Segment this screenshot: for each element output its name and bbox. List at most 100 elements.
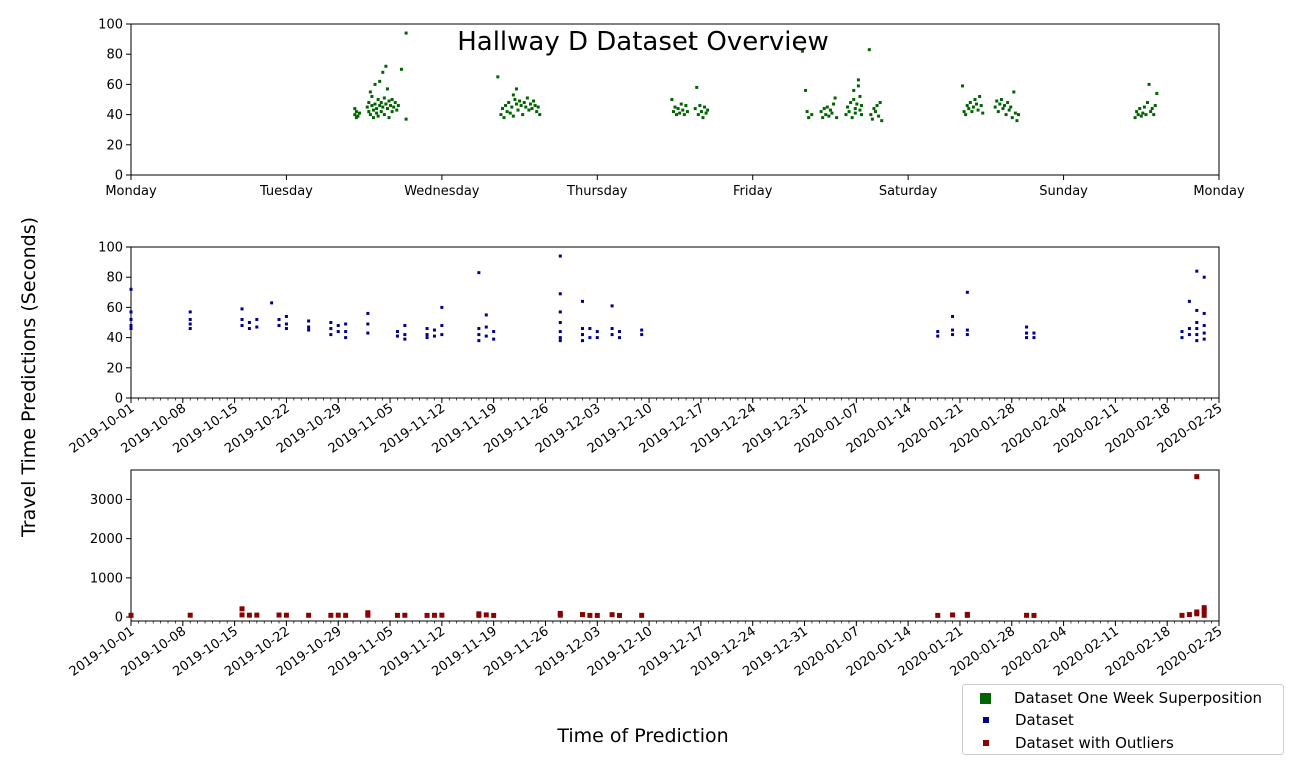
data-point: [976, 108, 980, 112]
data-point: [365, 612, 371, 618]
data-point: [283, 612, 289, 618]
data-point: [698, 104, 702, 108]
y-tick-label: 40: [106, 331, 123, 346]
axes-frame: [130, 246, 1220, 399]
data-point: [1009, 105, 1013, 109]
data-point: [502, 116, 506, 120]
data-point: [1202, 324, 1206, 328]
data-point: [370, 104, 374, 108]
data-point: [678, 111, 682, 115]
data-point: [936, 330, 940, 334]
data-point: [239, 612, 245, 618]
data-point: [973, 98, 977, 101]
data-point: [394, 612, 400, 618]
data-point: [965, 104, 969, 108]
data-point: [504, 104, 508, 108]
y-axis-label: Travel Time Predictions (Seconds): [18, 217, 40, 538]
data-point: [964, 113, 968, 117]
data-point: [852, 88, 856, 92]
data-point: [800, 49, 804, 53]
data-point: [682, 113, 686, 117]
outliers-plot: 01000200030002019-10-012019-10-082019-10…: [67, 469, 1244, 680]
legend-marker-outliers: [983, 740, 989, 746]
data-point: [856, 78, 860, 82]
data-point: [336, 324, 340, 328]
data-point: [1239, 613, 1244, 618]
data-point: [810, 113, 814, 117]
data-point: [1004, 113, 1008, 117]
data-point: [390, 98, 394, 101]
data-point: [389, 104, 393, 108]
data-points: [128, 474, 1244, 618]
data-point: [387, 99, 391, 103]
legend-marker-dataset: [983, 717, 989, 723]
data-point: [1195, 321, 1199, 324]
data-point: [187, 612, 193, 618]
data-point: [371, 108, 375, 112]
data-point: [558, 339, 562, 343]
data-point: [368, 113, 372, 117]
data-point: [580, 299, 584, 303]
data-point: [1147, 82, 1151, 86]
data-point: [670, 98, 674, 101]
data-point: [483, 612, 489, 618]
data-point: [1141, 111, 1145, 115]
data-point: [378, 104, 382, 108]
data-point: [329, 327, 333, 331]
data-point: [476, 612, 482, 618]
data-point: [129, 324, 133, 328]
legend-item-weekly: Dataset One Week Superposition: [963, 687, 1262, 709]
data-point: [533, 104, 537, 108]
data-point: [1202, 311, 1206, 315]
data-point: [704, 111, 708, 115]
data-point: [379, 110, 383, 114]
x-tick-label: Thursday: [566, 184, 628, 199]
x-tick-label: Saturday: [879, 184, 938, 199]
data-point: [1032, 331, 1036, 335]
data-point: [1202, 275, 1206, 279]
data-point: [961, 84, 965, 88]
y-tick-label: 60: [106, 301, 123, 316]
data-point: [379, 101, 383, 105]
data-point: [368, 90, 372, 94]
data-point: [382, 96, 386, 100]
data-point: [390, 110, 394, 114]
data-point: [975, 102, 979, 106]
data-point: [819, 110, 823, 114]
legend-marker-weekly: [980, 692, 991, 704]
dataset-plot: 0204060801002019-10-012019-10-082019-10-…: [67, 241, 1226, 457]
data-point: [395, 334, 399, 338]
data-point: [440, 305, 444, 309]
data-point: [1024, 612, 1030, 618]
data-point: [384, 102, 388, 106]
data-point: [832, 102, 836, 106]
data-point: [558, 336, 562, 340]
data-point: [491, 612, 497, 618]
data-point: [965, 290, 969, 294]
data-point: [673, 105, 677, 109]
data-point: [870, 117, 874, 121]
data-point: [385, 107, 389, 111]
data-point: [1138, 107, 1142, 111]
data-point: [962, 110, 966, 114]
data-point: [998, 102, 1002, 106]
data-point: [440, 324, 444, 328]
data-point: [307, 328, 311, 332]
data-point: [505, 110, 509, 114]
data-point: [371, 116, 375, 120]
data-point: [240, 307, 244, 311]
data-point: [385, 87, 389, 91]
data-point: [1187, 327, 1191, 331]
data-point: [532, 99, 536, 103]
data-point: [1150, 107, 1154, 111]
data-point: [999, 98, 1003, 101]
data-point: [967, 107, 971, 111]
data-point: [354, 110, 358, 114]
data-point: [524, 105, 528, 109]
y-tick-label: 20: [106, 138, 123, 153]
data-point: [706, 108, 710, 112]
data-point: [247, 321, 251, 324]
data-point: [587, 612, 593, 618]
data-point: [404, 117, 408, 121]
data-point: [1179, 612, 1185, 618]
